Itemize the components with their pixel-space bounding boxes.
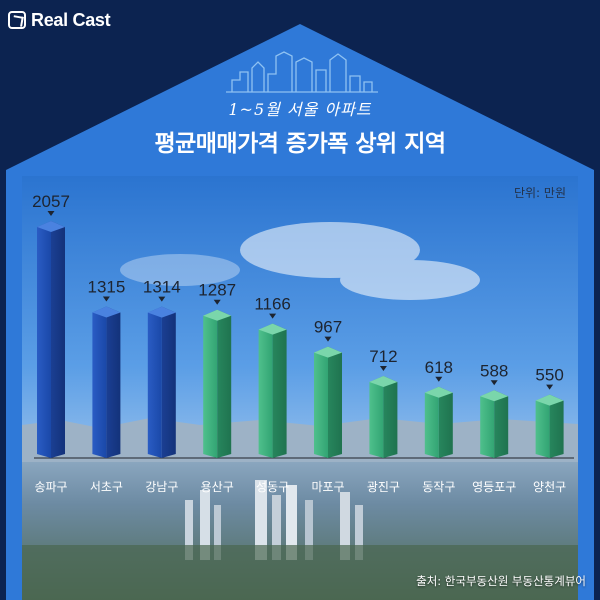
value-label: 712: [369, 347, 397, 366]
city-skyline-photo: [22, 418, 578, 600]
bar-8: 618 동작구: [422, 358, 455, 494]
skyline-icon: [226, 51, 378, 93]
value-label: 588: [480, 361, 508, 380]
bar-top-cap: [258, 323, 287, 335]
bar-3: 1314 강남구: [143, 278, 181, 494]
bar-side-face: [549, 394, 564, 458]
category-label: 마포구: [311, 480, 344, 494]
bar-side-face: [383, 375, 398, 458]
bar-top-cap: [92, 306, 121, 318]
unit-label: 단위: 만원: [513, 186, 566, 200]
value-pointer: [47, 211, 55, 216]
source-label: 출처: 한국부동산원 부동산통계뷰어: [416, 574, 586, 588]
bar-side-face: [494, 390, 509, 458]
bar-top-cap: [147, 306, 176, 318]
category-label: 양천구: [533, 479, 566, 494]
value-label: 2057: [32, 192, 70, 211]
bar-5: 1166 성동구: [254, 295, 291, 494]
value-pointer: [213, 299, 221, 305]
bar-front-face: [92, 306, 107, 458]
bar-top-cap: [424, 386, 453, 398]
category-label: 용산구: [201, 480, 234, 494]
bar-front-face: [369, 375, 384, 458]
chart-subtitle: 1~5월 서울 아파트: [228, 100, 372, 119]
value-label: 1314: [143, 278, 181, 297]
category-label: 성동구: [256, 480, 289, 494]
bar-top-cap: [203, 309, 232, 321]
bar-top-cap: [480, 390, 509, 402]
bar-side-face: [161, 306, 176, 458]
bar-top-cap: [37, 221, 65, 232]
bar-4: 1287 용산구: [198, 281, 236, 494]
value-pointer: [546, 384, 554, 390]
category-label: 송파구: [34, 480, 67, 494]
value-label: 618: [425, 358, 453, 377]
bar-front-face: [535, 394, 550, 458]
value-pointer: [490, 380, 498, 386]
category-label: 서초구: [90, 480, 123, 494]
bar-side-face: [438, 386, 453, 458]
clouds: [120, 222, 480, 300]
bar-top-cap: [535, 394, 564, 406]
category-label: 영등포구: [472, 480, 516, 494]
bar-top-cap: [369, 375, 398, 387]
brand-logo: Real Cast: [8, 8, 111, 32]
value-pointer: [158, 296, 166, 302]
bar-7: 712 광진구: [367, 347, 400, 494]
bar-front-face: [258, 323, 273, 458]
bar-top-cap: [314, 346, 342, 358]
bar-side-face: [51, 221, 65, 458]
value-pointer: [324, 336, 332, 342]
category-label: 강남구: [145, 480, 178, 494]
value-pointer: [435, 376, 443, 382]
bar-front-face: [314, 346, 328, 458]
bar-front-face: [203, 309, 218, 458]
bar-front-face: [480, 390, 495, 458]
bar-6: 967 마포구: [311, 318, 344, 494]
value-label: 1166: [254, 295, 291, 314]
value-label: 550: [535, 366, 563, 385]
value-pointer: [269, 313, 277, 319]
category-label: 광진구: [367, 480, 400, 494]
bar-10: 550 양천구: [533, 366, 566, 494]
logo-icon: [8, 11, 26, 29]
bar-9: 588 영등포구: [472, 361, 516, 494]
bar-side-face: [217, 309, 232, 458]
bar-side-face: [272, 323, 287, 458]
bar-side-face: [328, 346, 342, 458]
value-pointer: [102, 296, 110, 302]
value-label: 967: [314, 318, 342, 337]
bar-1: 2057 송파구: [32, 192, 70, 494]
value-pointer: [379, 365, 387, 371]
bar-front-face: [424, 386, 439, 458]
bar-front-face: [147, 306, 162, 458]
value-label: 1287: [198, 281, 236, 300]
bar-front-face: [37, 221, 51, 458]
chart-title: 평균매매가격 증가폭 상위 지역: [154, 131, 446, 157]
logo-text: Real Cast: [31, 9, 111, 30]
bar-2: 1315 서초구: [87, 277, 125, 494]
bar-series: 2057 송파구 1315 서초구 1314 강남구 1287 용산구 1166 성동구 967 마포…: [32, 192, 566, 494]
value-label: 1315: [87, 277, 125, 296]
category-label: 동작구: [422, 480, 455, 494]
bar-side-face: [106, 306, 121, 458]
